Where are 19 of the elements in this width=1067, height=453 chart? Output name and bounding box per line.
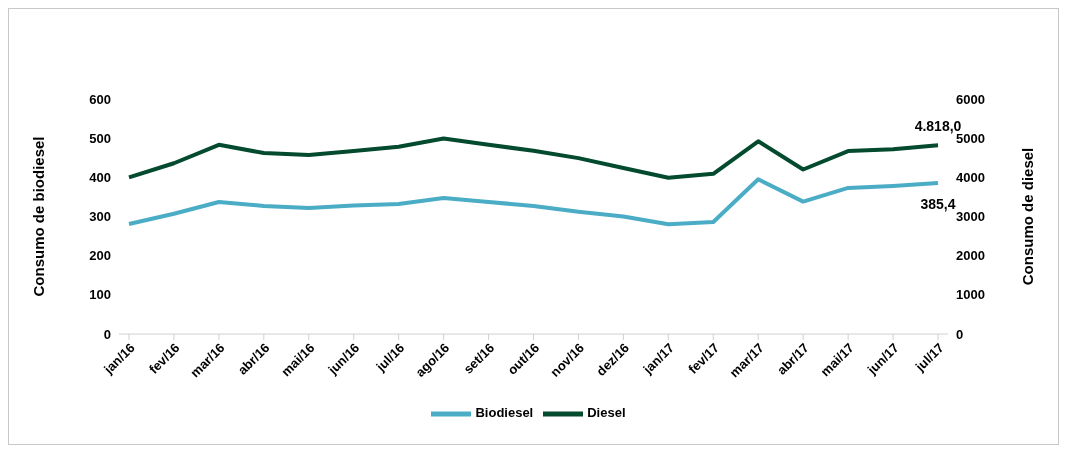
y2-tick-label: 1000 bbox=[956, 287, 985, 303]
data-label: 385,4 bbox=[920, 196, 956, 213]
y-tick-label: 500 bbox=[89, 130, 111, 146]
y-axis-title: Consumo de biodiesel bbox=[30, 136, 48, 297]
y-tick-label: 300 bbox=[89, 209, 111, 225]
line-series bbox=[127, 136, 940, 180]
legend-label: Biodiesel bbox=[475, 405, 534, 421]
y-tick-label: 600 bbox=[89, 91, 111, 107]
y2-tick-label: 2000 bbox=[956, 248, 985, 264]
y2-tick-label: 0 bbox=[956, 326, 964, 342]
y-tick-label: 0 bbox=[103, 326, 111, 342]
y2-tick-label: 6000 bbox=[956, 91, 985, 107]
y2-tick-label: 3000 bbox=[956, 209, 985, 225]
y2-tick-label: 4000 bbox=[956, 169, 985, 185]
y-tick-label: 200 bbox=[89, 248, 111, 264]
y-tick-label: 400 bbox=[89, 169, 111, 185]
y2-axis-title: Consumo de diesel bbox=[1019, 147, 1037, 286]
legend-label: Diesel bbox=[587, 405, 626, 421]
y-tick-label: 100 bbox=[89, 287, 111, 303]
